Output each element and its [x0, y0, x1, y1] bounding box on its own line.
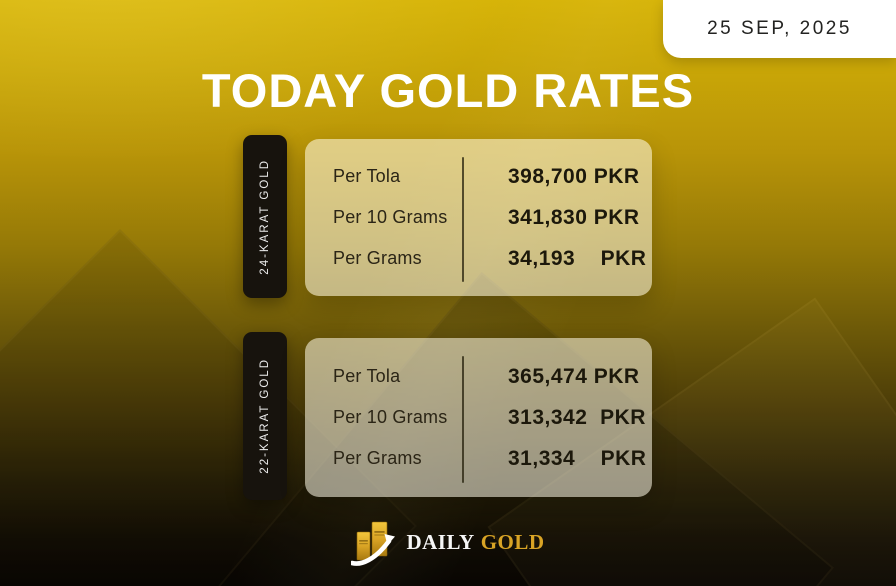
brand-name: DAILY GOLD: [406, 530, 544, 555]
rate-label: Per 10 Grams: [333, 407, 448, 427]
date-badge: 25 SEP, 2025: [663, 0, 896, 58]
rate-label: Per Grams: [333, 448, 422, 468]
rate-value: 34,193 PKR: [508, 246, 647, 270]
rate-value: 341,830 PKR: [508, 205, 640, 229]
brand-name-daily: DAILY: [406, 529, 475, 554]
rate-row: Per Tola 398,700 PKR: [305, 156, 652, 197]
card-divider: [462, 356, 464, 483]
karat-tab-24: 24-KARAT GOLD: [243, 135, 287, 298]
rate-value: 365,474 PKR: [508, 364, 640, 388]
rate-row: Per Tola 365,474 PKR: [305, 356, 652, 397]
rate-label: Per Tola: [333, 166, 401, 186]
rate-row: Per 10 Grams 341,830 PKR: [305, 197, 652, 238]
date-text: 25 SEP, 2025: [707, 18, 852, 39]
rate-label: Per 10 Grams: [333, 207, 448, 227]
rate-row: Per 10 Grams 313,342 PKR: [305, 397, 652, 438]
brand-name-gold: GOLD: [480, 529, 545, 554]
rate-row: Per Grams 34,193 PKR: [305, 238, 652, 279]
page-title: TODAY GOLD RATES: [201, 64, 695, 117]
rate-value: 398,700 PKR: [508, 164, 640, 188]
rate-value: 313,342 PKR: [508, 405, 646, 429]
rate-label: Per Tola: [333, 366, 401, 386]
rate-row: Per Grams 31,334 PKR: [305, 438, 652, 479]
rate-card-24: Per Tola 398,700 PKR Per 10 Grams 341,83…: [305, 139, 652, 296]
rate-card-22: Per Tola 365,474 PKR Per 10 Grams 313,34…: [305, 338, 652, 497]
gold-bars-arrow-icon: [351, 521, 396, 566]
karat-tab-label: 24-KARAT GOLD: [259, 158, 271, 275]
card-divider: [462, 157, 464, 282]
karat-tab-label: 22-KARAT GOLD: [259, 358, 271, 474]
karat-tab-22: 22-KARAT GOLD: [243, 332, 287, 500]
brand-logo: DAILY GOLD: [0, 514, 896, 570]
rate-value: 31,334 PKR: [508, 446, 647, 470]
rate-label: Per Grams: [333, 248, 422, 268]
